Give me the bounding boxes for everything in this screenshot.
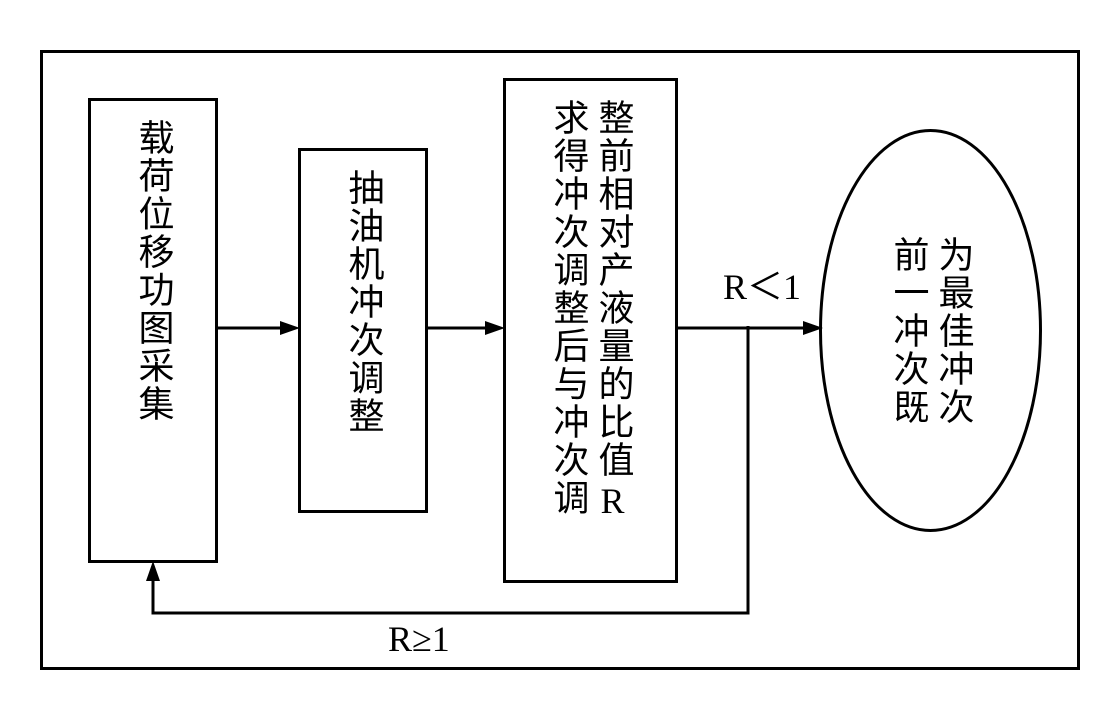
flowchart-container: 载荷位移功图采集 抽油机冲次调整 求得冲次调整后与冲次调 整前相对产液量的比值R…: [40, 50, 1080, 670]
edge-label-rlt1: R＜1: [723, 258, 801, 310]
node-result-line1: 前一冲次既: [886, 236, 931, 426]
node-result-text-wrap: 前一冲次既 为最佳冲次: [818, 128, 1043, 533]
node-result-line2: 为最佳冲次: [931, 236, 976, 426]
edge-label-rge1: R≥1: [388, 618, 450, 660]
node-result: 前一冲次既 为最佳冲次: [818, 128, 1043, 533]
arrow-feedback: [138, 326, 753, 626]
